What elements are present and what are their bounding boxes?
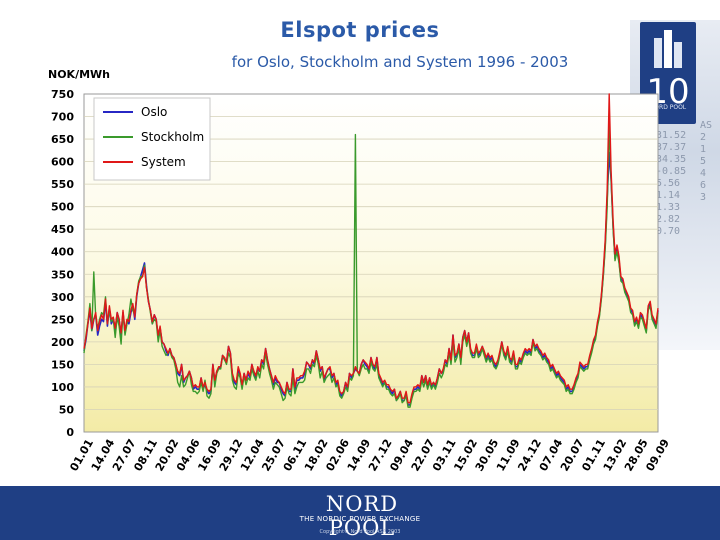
y-tick-label: 700 [51,111,74,124]
chart-subtitle: for Oslo, Stockholm and System 1996 - 20… [231,53,569,71]
badge-label: NORD POOL [649,104,687,111]
y-tick-label: 350 [51,268,74,281]
y-tick-label: 450 [51,223,74,236]
legend-label-stockholm: Stockholm [141,130,204,144]
y-tick-label: 100 [51,381,74,394]
anniversary-badge: 10 NORD POOL [640,22,696,124]
footer-bar [0,486,720,540]
y-tick-label: 50 [59,403,75,416]
nordpool-logo: NORD POOL [325,492,399,540]
legend-label-oslo: Oslo [141,105,167,119]
y-tick-label: 400 [51,246,74,259]
decorative-number-column: 31.52 37.37 34.35 -0.85 5.56 1.14 1.33 2… [656,130,687,237]
series-line-stockholm [83,124,659,408]
legend: Oslo Stockholm System [93,97,211,181]
y-tick-label: 300 [51,291,74,304]
y-tick-label: 0 [66,426,74,439]
nordpool-tagline: THE NORDIC POWER EXCHANGE [299,515,421,523]
y-axis-label: NOK/MWh [48,68,110,81]
price-chart: 0 50 100 150 200 250 300 350 400 450 500 550 600 650 7… [48,68,672,474]
y-tick-label: 250 [51,313,74,326]
decorative-number-column-2: AS 2 1 5 4 6 3 [700,120,713,203]
chart-title: Elspot prices [280,18,440,42]
y-tick-label: 200 [51,336,74,349]
y-tick-label: 150 [51,358,74,371]
y-tick-label: 600 [51,156,74,169]
y-tick-label: 550 [51,178,74,191]
y-tick-label: 750 [51,88,74,101]
y-tick-label: 500 [51,201,74,214]
y-tick-label: 650 [51,133,74,146]
legend-label-system: System [141,155,186,169]
series-line-system [83,93,659,404]
copyright-text: Copyright© Nord Pool ASA 2003 [319,529,401,535]
nordpool-building-icon [654,30,682,68]
